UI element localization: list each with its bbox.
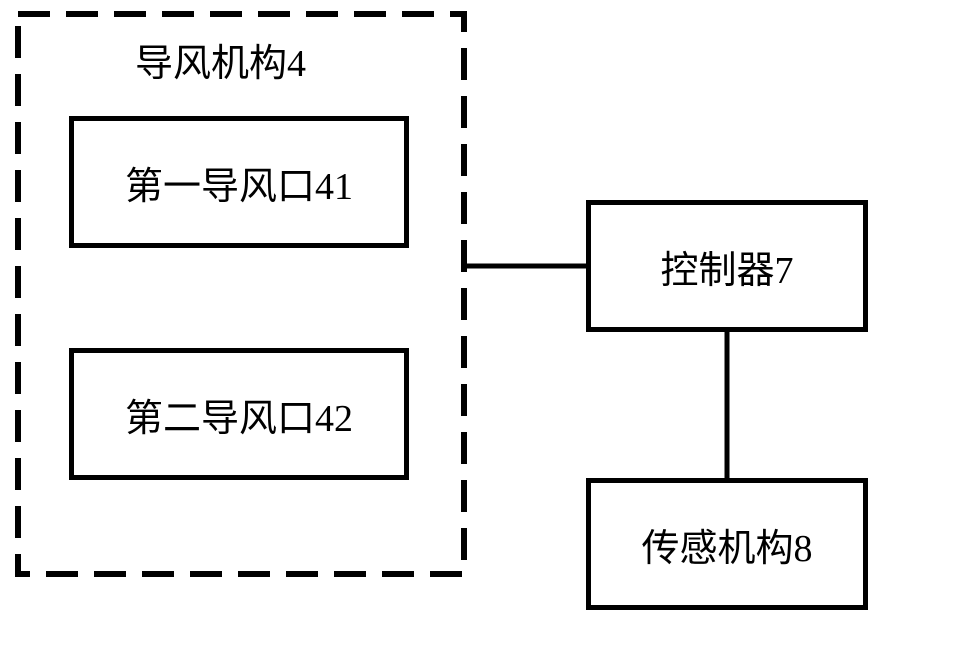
box-controller: 控制器7 — [586, 200, 868, 332]
box-vent1-label: 第一导风口41 — [125, 155, 353, 210]
box-controller-label: 控制器7 — [660, 239, 793, 294]
dashed-container-border — [18, 14, 464, 574]
box-vent2-label: 第二导风口42 — [125, 387, 353, 442]
diagram-canvas: 导风机构4 第一导风口41 第二导风口42 控制器7 传感机构8 — [0, 0, 958, 662]
box-vent2: 第二导风口42 — [69, 348, 409, 480]
box-sensor: 传感机构8 — [586, 478, 868, 610]
box-sensor-label: 传感机构8 — [641, 517, 812, 572]
dashed-container-label: 导风机构4 — [135, 32, 306, 87]
box-vent1: 第一导风口41 — [69, 116, 409, 248]
